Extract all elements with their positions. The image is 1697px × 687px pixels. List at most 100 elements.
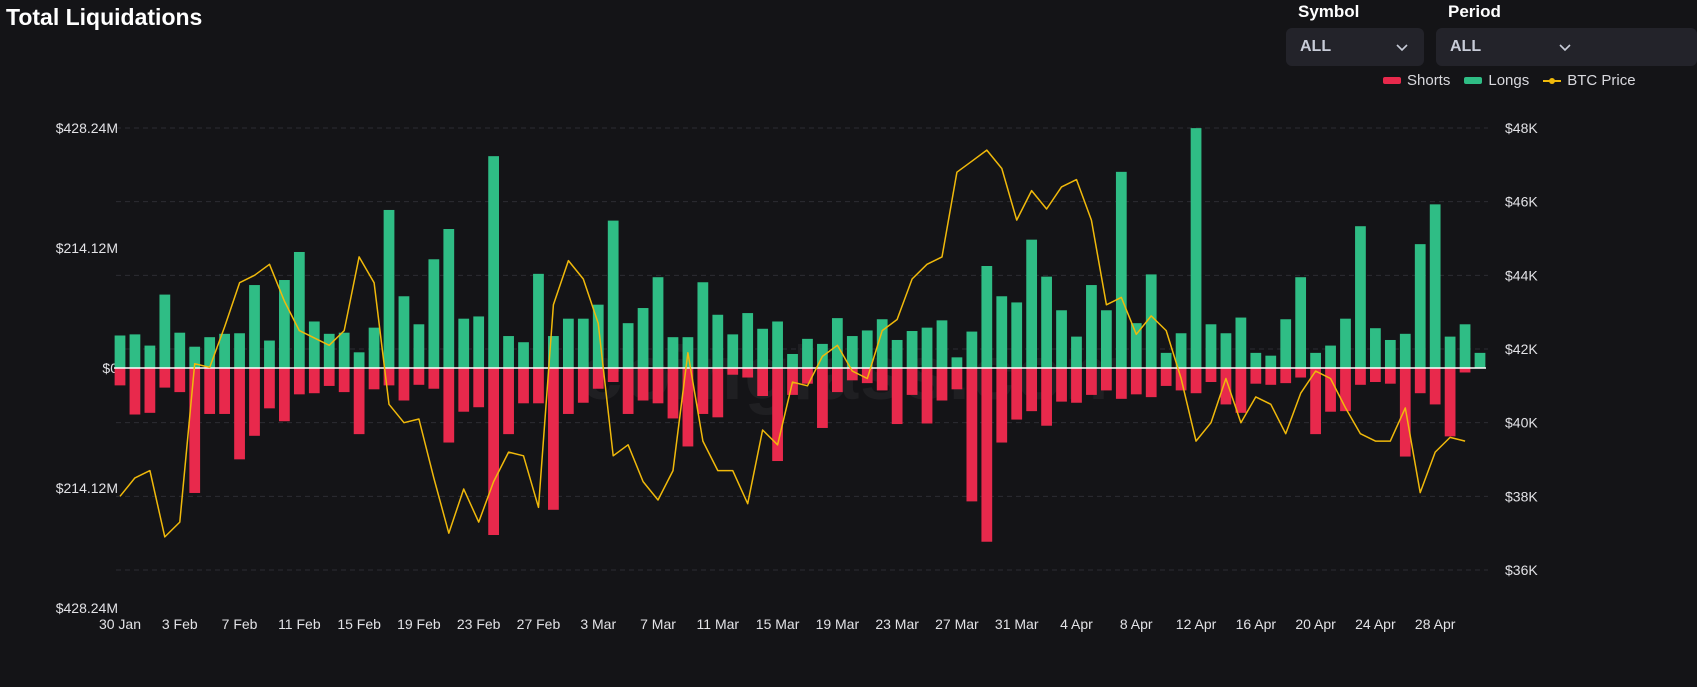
longs-bar — [1370, 328, 1381, 368]
x-tick-label: 28 Apr — [1415, 616, 1456, 632]
longs-bar — [234, 333, 245, 368]
longs-bar — [861, 330, 873, 368]
longs-bar — [1160, 352, 1172, 368]
longs-bar — [279, 280, 290, 368]
longs-bar — [368, 327, 380, 368]
longs-bar — [1250, 352, 1262, 368]
longs-bar — [159, 294, 171, 368]
shorts-bar — [518, 368, 529, 404]
x-tick-label: 11 Mar — [697, 616, 740, 632]
page-title: Total Liquidations — [6, 4, 203, 30]
x-tick-label: 4 Apr — [1060, 616, 1093, 632]
shorts-bar — [921, 368, 933, 424]
longs-bar — [413, 324, 425, 368]
longs-bar — [323, 333, 335, 368]
shorts-bar — [727, 368, 739, 375]
shorts-bar — [174, 368, 186, 393]
shorts-bar — [1235, 368, 1247, 413]
shorts-bar — [846, 368, 858, 381]
shorts-bar — [861, 368, 873, 384]
btc-price-swatch — [1543, 76, 1562, 86]
longs-bar — [428, 259, 440, 368]
shorts-bar — [548, 368, 559, 510]
shorts-bar — [249, 368, 260, 436]
longs-bar — [592, 304, 604, 368]
shorts-bar — [189, 368, 201, 493]
longs-bar — [831, 318, 843, 368]
longs-bar — [129, 334, 141, 368]
shorts-bar — [114, 368, 126, 386]
longs-bar — [936, 320, 948, 368]
longs-bar — [1130, 323, 1142, 368]
longs-bar — [1325, 345, 1336, 368]
symbol-label: Symbol — [1298, 2, 1360, 21]
shorts-bar — [652, 368, 664, 404]
longs-bar — [503, 336, 514, 368]
shorts-bar — [1250, 368, 1262, 384]
longs-bar — [144, 345, 156, 368]
longs-bar — [293, 251, 305, 368]
longs-bar — [1026, 239, 1038, 368]
longs-bar — [607, 220, 619, 368]
longs-bar — [189, 346, 201, 368]
shorts-bar — [951, 368, 963, 390]
shorts-bar — [308, 368, 320, 394]
shorts-bar — [1459, 368, 1471, 373]
longs-bar — [697, 282, 709, 368]
x-tick-label: 7 Feb — [222, 616, 258, 632]
x-tick-label: 30 Jan — [99, 616, 141, 632]
shorts-bar — [637, 368, 649, 401]
legend-shorts[interactable]: Shorts — [1383, 72, 1450, 89]
shorts-bar — [891, 368, 903, 425]
shorts-bar — [1310, 368, 1321, 435]
longs-bar — [891, 339, 903, 368]
shorts-bar — [817, 368, 828, 428]
x-tick-label: 15 Feb — [337, 616, 381, 632]
shorts-bar — [1205, 368, 1217, 383]
shorts-bar — [981, 368, 993, 542]
symbol-select[interactable]: ALL — [1286, 28, 1424, 66]
longs-bar — [577, 318, 589, 368]
shorts-swatch — [1383, 77, 1401, 84]
shorts-bar — [592, 368, 604, 389]
x-tick-label: 11 Feb — [278, 616, 321, 632]
longs-bar — [548, 336, 559, 368]
shorts-bar — [338, 368, 350, 393]
x-tick-label: 8 Apr — [1120, 616, 1153, 632]
longs-bar — [1235, 317, 1247, 368]
longs-bar — [622, 323, 634, 368]
shorts-bar — [966, 368, 978, 502]
shorts-bar — [129, 368, 141, 415]
shorts-bar — [1220, 368, 1232, 405]
longs-bar — [906, 331, 918, 368]
longs-bar — [757, 328, 769, 368]
shorts-bar — [757, 368, 769, 397]
longs-bar — [338, 332, 350, 368]
shorts-bar — [458, 368, 470, 412]
x-tick-label: 19 Mar — [816, 616, 860, 632]
shorts-bar — [1429, 368, 1441, 405]
chevron-down-icon — [1559, 44, 1571, 52]
period-select[interactable]: ALL — [1436, 28, 1697, 66]
longs-bar — [1265, 355, 1277, 368]
longs-bar — [981, 266, 993, 368]
shorts-bar — [1026, 368, 1038, 412]
legend-btc-price[interactable]: BTC Price — [1543, 72, 1636, 89]
longs-bar — [174, 332, 186, 368]
shorts-bar — [1011, 368, 1023, 420]
longs-bar — [1474, 352, 1486, 368]
y-left-tick-label: $214.12M — [56, 240, 118, 256]
shorts-bar — [562, 368, 574, 414]
x-tick-label: 31 Mar — [995, 616, 1039, 632]
longs-bar — [473, 316, 485, 368]
legend-longs[interactable]: Longs — [1464, 72, 1529, 89]
shorts-bar — [697, 368, 709, 414]
y-left-tick-label: $0 — [102, 360, 118, 376]
y-right-tick-label: $38K — [1505, 488, 1538, 504]
longs-bar — [533, 273, 544, 368]
longs-bar — [1100, 310, 1112, 368]
shorts-bar — [383, 368, 395, 386]
shorts-bar — [996, 368, 1008, 443]
longs-bar — [1071, 336, 1082, 368]
longs-bar — [637, 308, 649, 368]
